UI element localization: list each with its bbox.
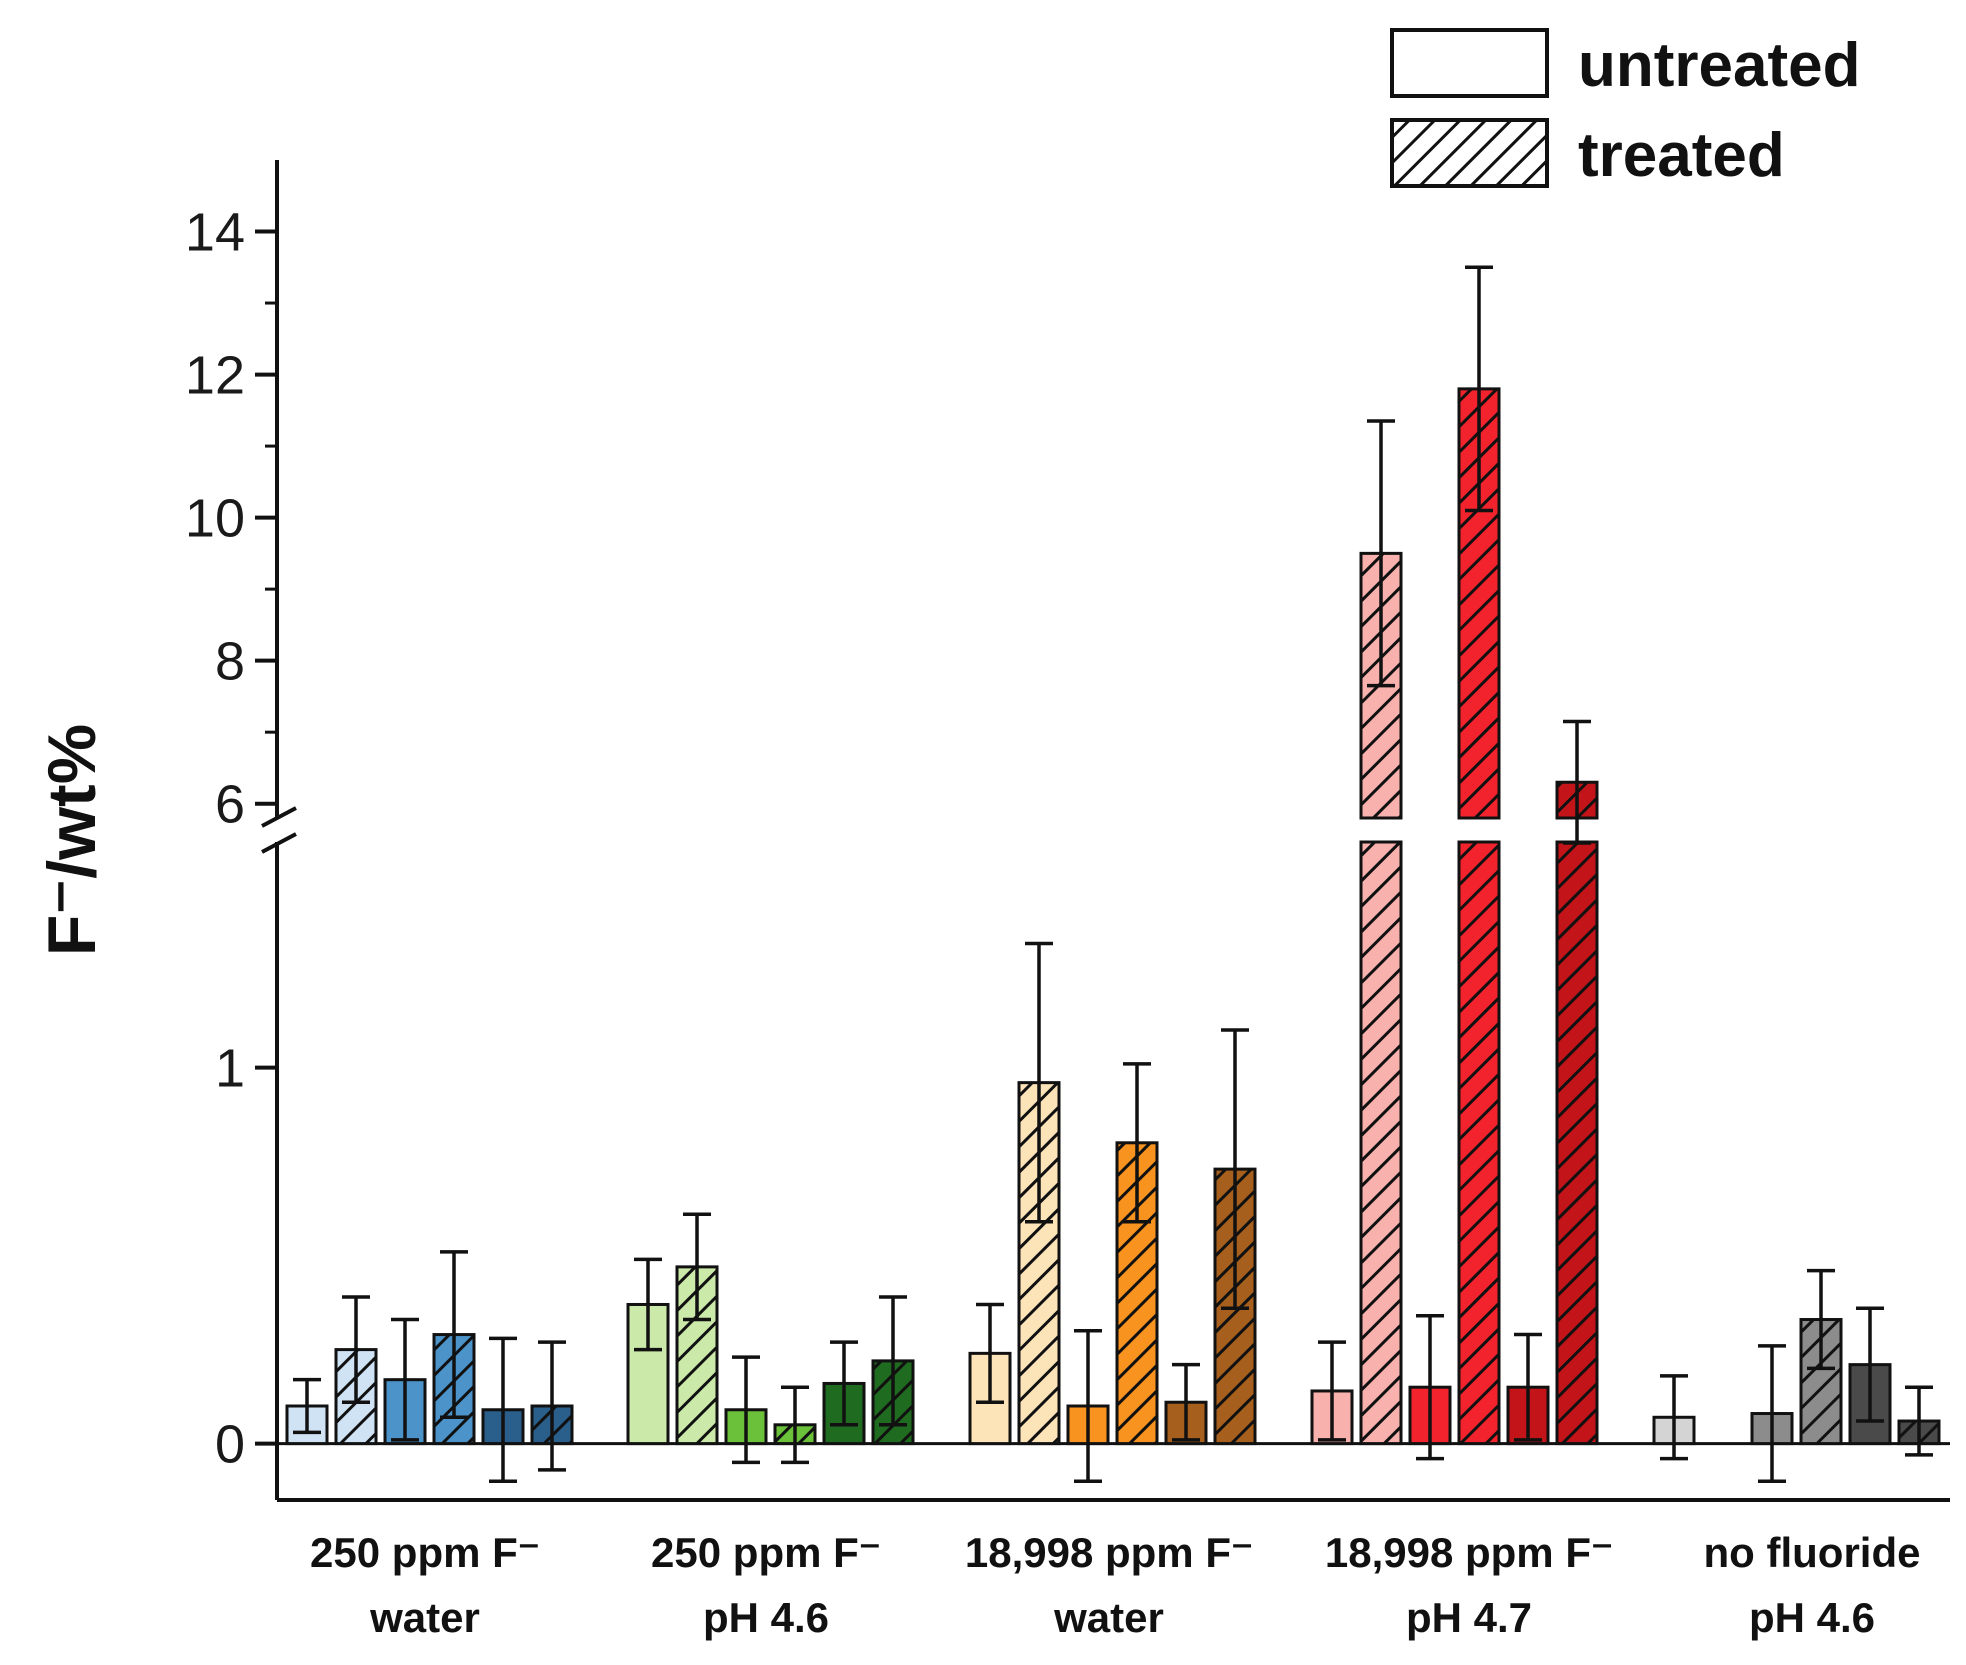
y-tick-upper-3-label: 12 xyxy=(185,346,245,406)
y-ticks: 0 1 6 8 10 12 14 xyxy=(185,203,277,1475)
y-axis-title: F⁻/wt% xyxy=(34,724,110,956)
legend: untreated treated xyxy=(1390,28,1860,190)
category-label-0-line1: 250 ppm F⁻ xyxy=(310,1529,540,1576)
y-tick-upper-4-label: 14 xyxy=(185,203,245,263)
category-label-0-line2: water xyxy=(369,1594,480,1641)
bar-g3-b5-lower-hatch xyxy=(1557,842,1597,1444)
legend-label-treated: treated xyxy=(1578,121,1785,190)
category-label-2-line1: 18,998 ppm F⁻ xyxy=(965,1529,1253,1576)
category-label-3-line1: 18,998 ppm F⁻ xyxy=(1325,1529,1613,1576)
y-tick-upper-0-label: 6 xyxy=(215,775,245,835)
y-axis-break-mark-bottom xyxy=(261,832,297,854)
category-label-3-line2: pH 4.7 xyxy=(1406,1594,1532,1641)
category-labels: 250 ppm F⁻ water 250 ppm F⁻ pH 4.6 18,998 pp… xyxy=(310,1529,1920,1641)
category-label-4-line2: pH 4.6 xyxy=(1749,1594,1875,1641)
bar-g3-b3-lower-hatch xyxy=(1459,842,1499,1444)
bars xyxy=(285,265,1941,1483)
category-label-1-line2: pH 4.6 xyxy=(703,1594,829,1641)
y-tick-upper-2-label: 10 xyxy=(185,489,245,549)
category-label-1-line1: 250 ppm F⁻ xyxy=(651,1529,881,1576)
legend-label-untreated: untreated xyxy=(1578,31,1860,100)
y-tick-upper-1-label: 8 xyxy=(215,632,245,692)
y-tick-lower-1-label: 1 xyxy=(215,1039,245,1099)
bar-g3-b1-lower-hatch xyxy=(1361,842,1401,1444)
y-axis-break-mark-top xyxy=(261,806,297,828)
legend-swatch-untreated xyxy=(1390,28,1549,98)
legend-swatch-treated-hatch xyxy=(1390,118,1549,188)
y-tick-lower-0-label: 0 xyxy=(215,1415,245,1475)
category-label-4-line1: no fluoride xyxy=(1704,1529,1921,1576)
category-label-2-line2: water xyxy=(1053,1594,1164,1641)
